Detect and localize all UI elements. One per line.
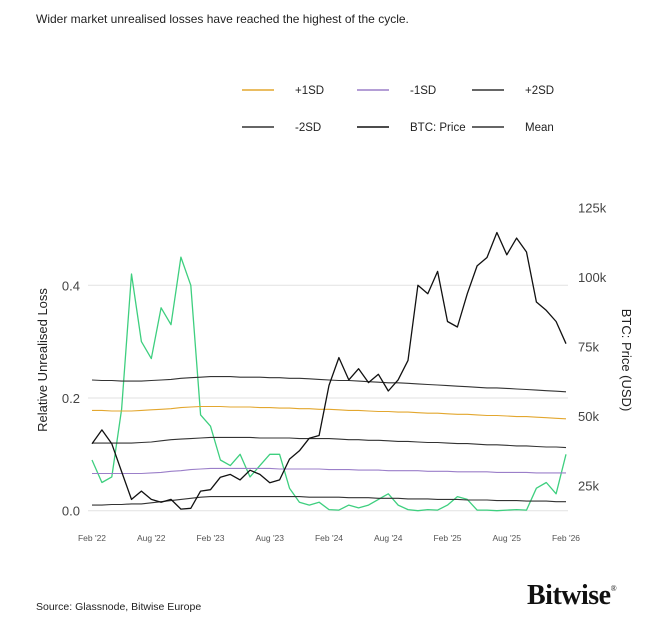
- y-right-tick-label: 75k: [578, 340, 599, 355]
- legend-label: -2SD: [295, 122, 321, 134]
- y-right-axis-label: BTC: Price (USD): [619, 309, 634, 412]
- bitwise-logo: Bitwise®: [527, 580, 617, 611]
- series-line-1sd: [92, 405, 567, 420]
- y-right-tick-label: 100k: [578, 270, 607, 285]
- series-line-btc-price: [91, 231, 567, 510]
- logo-text: Bitwise: [527, 580, 611, 611]
- x-tick-label: Feb '26: [552, 533, 580, 543]
- x-tick-label: Feb '24: [315, 533, 343, 543]
- series-line-1sd: [92, 467, 566, 475]
- series-line-mean: [92, 436, 567, 449]
- chart-subtitle: Wider market unrealised losses have reac…: [36, 12, 409, 26]
- legend-label: Mean: [525, 122, 554, 134]
- x-tick-label: Aug '24: [374, 533, 403, 543]
- y-left-axis-label: Relative Unrealised Loss: [35, 288, 50, 432]
- legend-label: +2SD: [525, 85, 554, 97]
- legend-label: -1SD: [410, 85, 436, 97]
- series-line-2sd: [91, 376, 567, 393]
- y-right-tick-label: 50k: [578, 409, 599, 424]
- legend-label: BTC: Price: [410, 122, 466, 134]
- x-tick-label: Feb '22: [78, 533, 106, 543]
- x-tick-label: Feb '25: [433, 533, 461, 543]
- y-left-tick-label: 0.2: [62, 391, 80, 406]
- y-left-tick-label: 0.4: [62, 278, 80, 293]
- x-tick-label: Aug '25: [492, 533, 521, 543]
- x-tick-label: Feb '23: [196, 533, 224, 543]
- legend-label: +1SD: [295, 85, 324, 97]
- series-line-relative-unrealised-loss: [91, 256, 567, 512]
- y-right-tick-label: 25k: [578, 479, 599, 494]
- series-line-2sd: [92, 496, 566, 506]
- x-tick-label: Aug '23: [255, 533, 284, 543]
- source-note: Source: Glassnode, Bitwise Europe: [36, 601, 202, 613]
- x-tick-label: Aug '22: [137, 533, 166, 543]
- y-left-tick-label: 0.0: [62, 504, 80, 519]
- y-right-tick-label: 125k: [578, 201, 607, 216]
